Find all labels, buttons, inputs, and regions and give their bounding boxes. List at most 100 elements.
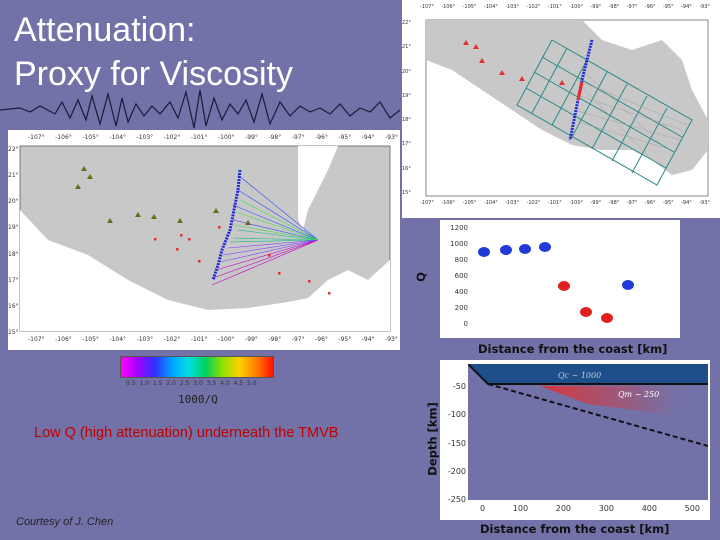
q-point-3 [519, 244, 531, 254]
left-map-lat-tick-7: 15° [8, 328, 19, 336]
q-point-4 [539, 242, 551, 252]
right-map-lon-tick-top-1: -106° [441, 4, 456, 10]
right-map-lon-tick-bottom-9: -98° [608, 200, 620, 206]
qm-label: Qm ~ 250 [618, 390, 659, 399]
left-map-lon-tick-bottom-7: -100° [217, 336, 235, 343]
left-map-lon-tick-top-11: -96° [315, 134, 328, 141]
q-plot-y-tick-2: 800 [454, 256, 468, 264]
left-map-lon-tick-top-8: -99° [245, 134, 258, 141]
depth-plot-y-tick-2: -150 [447, 438, 466, 448]
left-map [19, 145, 391, 332]
right-map-panel: -107° -106° -105° -104° -103° -102° -101° -100°… [402, 0, 720, 218]
q-plot-y-tick-0: 1200 [450, 224, 468, 232]
depth-plot-xlabel: Distance from the coast [km] [480, 522, 670, 536]
left-map-lon-tick-top-5: -102° [163, 134, 181, 141]
qc-label: Qc ~ 1000 [558, 371, 601, 380]
q-point-8 [601, 313, 613, 323]
left-map-lon-tick-bottom-8: -99° [245, 336, 258, 343]
profile-grid [516, 39, 693, 186]
left-map-lon-tick-top-6: -101° [190, 134, 208, 141]
left-map-lat-tick-4: 18° [8, 250, 19, 258]
left-map-lon-tick-top-4: -103° [136, 134, 154, 141]
right-map-lat-axis: 22° 21° 20° 19° 18° 17° 16° 15° [402, 20, 411, 196]
left-map-lon-tick-bottom-11: -96° [315, 336, 328, 343]
left-map-lon-tick-bottom-5: -102° [163, 336, 181, 343]
courtesy-note: Courtesy of J. Chen [16, 516, 114, 528]
depth-plot-x-tick-3: 300 [598, 504, 614, 513]
depth-plot-x-tick-4: 400 [641, 504, 657, 513]
left-map-lat-tick-3: 19° [8, 224, 19, 232]
right-map-lon-tick-top-13: -94° [681, 4, 692, 10]
depth-plot-x-tick-1: 100 [512, 504, 529, 513]
left-map-lat-tick-0: 22° [8, 146, 19, 153]
colorbar [118, 356, 288, 406]
left-map-lat-tick-5: 17° [8, 276, 19, 284]
q-point-5 [622, 280, 634, 290]
right-map-lon-tick-bottom-10: -97° [626, 200, 638, 206]
depth-plot: Qc ~ 1000 Qm ~ 250 [468, 364, 708, 500]
right-map-lon-tick-top-5: -102° [526, 4, 541, 10]
depth-plot-x-tick-5: 500 [684, 504, 700, 513]
left-map-lat-axis: 22° 21° 20° 19° 18° 17° 16° 15° [8, 146, 19, 336]
left-map-lon-tick-bottom-0: -107° [28, 336, 45, 343]
right-map-lat-tick-3: 19° [402, 92, 411, 99]
depth-plot-panel: -50 -100 -150 -200 -250 Qc ~ 1000 Qm ~ 250 0… [440, 360, 710, 520]
left-map-lon-axis-top: -107° -106° -105° -104° -103° -102° -101° -100°… [28, 134, 398, 141]
depth-plot-ylabel: Depth [km] [425, 402, 440, 476]
ray-paths [211, 174, 319, 286]
left-map-lon-tick-top-9: -98° [268, 134, 282, 141]
left-map-lon-tick-bottom-14: -93° [385, 336, 398, 343]
left-map-lon-tick-top-12: -95° [338, 134, 352, 141]
right-map-lon-tick-bottom-3: -104° [483, 200, 498, 206]
colorbar-label: 1000/Q [178, 393, 218, 406]
depth-plot-y-ticks: -50 -100 -150 -200 -250 [440, 382, 466, 504]
right-map-lon-tick-top-6: -101° [547, 4, 562, 10]
q-point-1 [478, 247, 490, 257]
right-map-lon-tick-top-3: -104° [483, 4, 498, 10]
right-map-lon-axis-bottom: -107° -106° -105° -104° -103° -102° -101° -100°… [420, 200, 710, 206]
title-line-2: Proxy for Viscosity [14, 55, 294, 93]
left-map-lon-tick-top-14: -93° [385, 134, 398, 141]
q-plot-y-ticks: 1200 1000 800 600 400 200 0 [446, 224, 468, 328]
right-map-lon-tick-bottom-2: -105° [462, 200, 477, 206]
right-map [425, 19, 709, 197]
right-map-lon-tick-bottom-8: -99° [590, 200, 602, 206]
left-map-lon-tick-top-7: -100° [217, 134, 235, 141]
colorbar-gradient [120, 356, 274, 378]
left-map-lon-axis-bottom: -107° -106° -105° -104° -103° -102° -101° -100°… [28, 336, 398, 343]
left-map-lon-tick-top-13: -94° [361, 134, 375, 141]
right-map-lon-tick-top-0: -107° [420, 4, 434, 10]
right-map-lon-tick-top-12: -95° [663, 4, 674, 10]
right-map-lon-tick-top-7: -100° [569, 4, 584, 10]
right-map-lon-tick-top-4: -103° [505, 4, 520, 10]
right-map-lat-tick-5: 17° [402, 141, 411, 148]
left-map-lon-tick-top-3: -104° [109, 134, 127, 141]
left-map-lat-tick-6: 16° [8, 302, 19, 310]
left-map-lon-tick-bottom-4: -103° [136, 336, 154, 343]
right-map-lon-tick-bottom-14: -93° [699, 200, 710, 206]
right-map-lon-tick-bottom-6: -101° [547, 200, 562, 206]
q-plot-panel: 1200 1000 800 600 400 200 0 [440, 220, 680, 338]
right-map-lat-tick-0: 22° [402, 20, 411, 26]
right-map-lon-tick-bottom-7: -100° [569, 200, 584, 206]
left-map-lon-tick-bottom-10: -97° [291, 336, 305, 343]
right-map-lat-tick-1: 21° [402, 44, 411, 51]
q-plot-y-tick-3: 600 [454, 272, 468, 280]
right-map-lon-tick-top-8: -99° [590, 4, 602, 10]
q-plot-y-tick-6: 0 [463, 320, 468, 328]
seismogram-decoration [0, 89, 400, 129]
right-map-lon-tick-top-14: -93° [699, 4, 710, 10]
depth-plot-x-tick-2: 200 [555, 504, 572, 513]
q-point-6 [558, 281, 570, 291]
right-map-lat-tick-7: 15° [402, 189, 411, 196]
left-map-panel: -107° -106° -105° -104° -103° -102° -101° -100°… [8, 130, 400, 350]
q-point-2 [500, 245, 512, 255]
right-map-lon-tick-top-2: -105° [462, 4, 477, 10]
right-map-lat-tick-2: 20° [402, 68, 411, 75]
left-map-lon-tick-bottom-9: -98° [268, 336, 282, 343]
left-map-lon-tick-top-0: -107° [28, 134, 45, 141]
right-map-lon-axis-top: -107° -106° -105° -104° -103° -102° -101° -100°… [420, 4, 710, 10]
right-map-lon-tick-top-11: -96° [644, 4, 656, 10]
left-map-lon-tick-bottom-12: -95° [338, 336, 352, 343]
right-map-lon-tick-bottom-5: -102° [526, 200, 541, 206]
